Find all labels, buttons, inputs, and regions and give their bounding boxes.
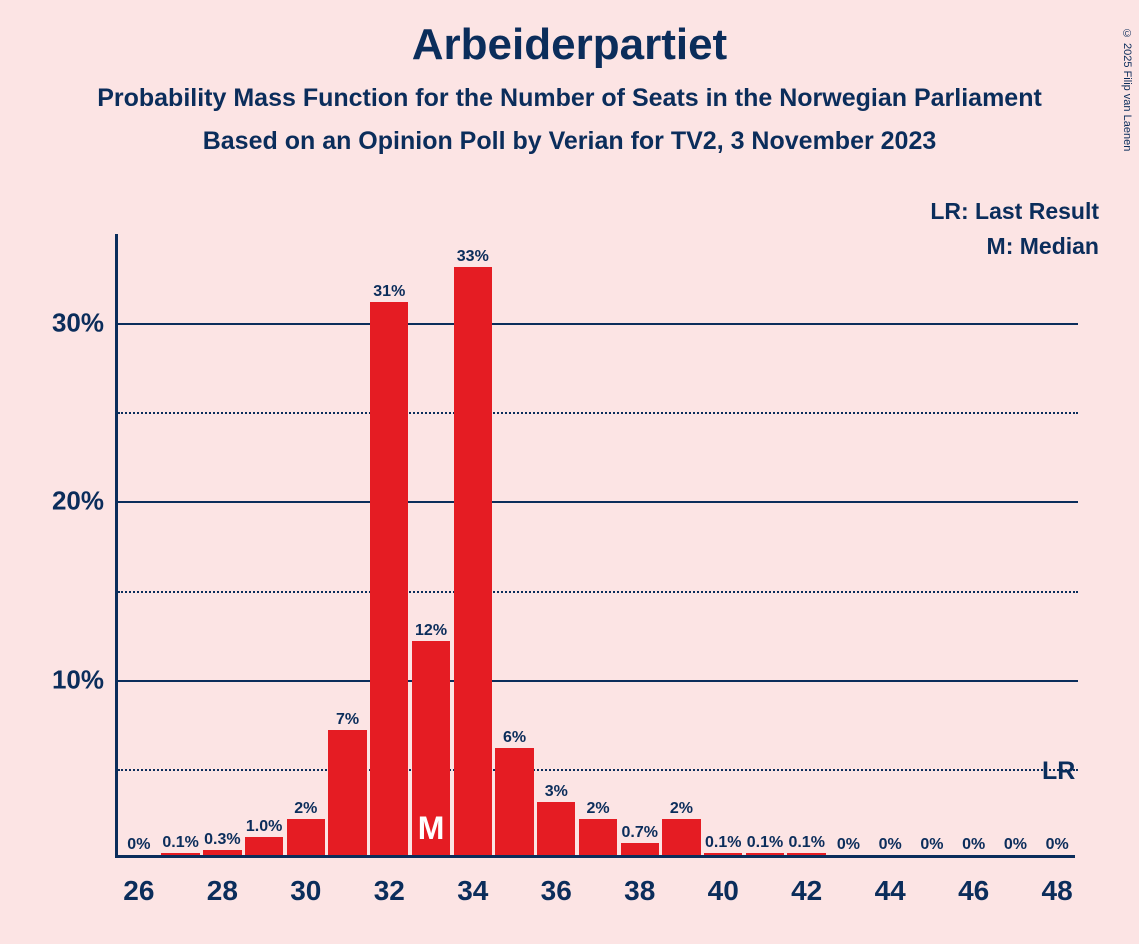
gridline-minor [118, 412, 1078, 414]
bar [370, 302, 408, 855]
bar-value-label: 0% [1004, 836, 1027, 854]
x-tick-label: 38 [624, 875, 655, 907]
x-tick-label: 48 [1042, 875, 1073, 907]
y-tick-label: 30% [52, 308, 104, 339]
bar-value-label: 12% [415, 622, 447, 640]
y-tick-label: 10% [52, 664, 104, 695]
bar-value-label: 0% [920, 836, 943, 854]
gridline-major [118, 323, 1078, 325]
x-tick-label: 28 [207, 875, 238, 907]
bar [245, 837, 283, 855]
bar-value-label: 1.0% [246, 818, 282, 836]
plot-area: 10%20%30%0%0.1%0.3%1.0%2%7%31%12%33%6%3%… [115, 234, 1075, 858]
bar-value-label: 0% [127, 836, 150, 854]
bar-value-label: 0.1% [705, 834, 741, 852]
gridline-minor [118, 591, 1078, 593]
legend-lr: LR: Last Result [930, 194, 1099, 229]
bar-value-label: 0% [962, 836, 985, 854]
bar [704, 853, 742, 855]
bar-value-label: 0.3% [204, 831, 240, 849]
bar [328, 730, 366, 855]
chart-subtitle-2: Based on an Opinion Poll by Verian for T… [0, 127, 1139, 156]
bar [287, 819, 325, 855]
bar [495, 748, 533, 855]
bar-value-label: 0.7% [622, 824, 658, 842]
gridline-minor [118, 769, 1078, 771]
bar [787, 853, 825, 855]
x-tick-label: 42 [791, 875, 822, 907]
x-tick-label: 26 [123, 875, 154, 907]
chart-subtitle-1: Probability Mass Function for the Number… [0, 84, 1139, 113]
bar-value-label: 0.1% [788, 834, 824, 852]
bar [621, 843, 659, 855]
x-tick-label: 32 [374, 875, 405, 907]
bar [537, 802, 575, 855]
bar-value-label: 2% [670, 800, 693, 818]
bar-value-label: 7% [336, 711, 359, 729]
bar-value-label: 0% [1046, 836, 1069, 854]
x-tick-label: 44 [875, 875, 906, 907]
x-tick-label: 36 [541, 875, 572, 907]
copyright-text: © 2025 Filip van Laenen [1121, 28, 1133, 151]
chart-container: LR: Last Result M: Median 10%20%30%0%0.1… [115, 234, 1099, 858]
y-tick-label: 20% [52, 486, 104, 517]
x-tick-label: 34 [457, 875, 488, 907]
lr-marker: LR [1042, 757, 1075, 786]
bar-value-label: 31% [373, 283, 405, 301]
bar-value-label: 2% [294, 800, 317, 818]
bar-value-label: 2% [586, 800, 609, 818]
bar-value-label: 0% [837, 836, 860, 854]
x-tick-label: 46 [958, 875, 989, 907]
bar-value-label: 0.1% [162, 834, 198, 852]
bar [454, 267, 492, 855]
bar-value-label: 0.1% [747, 834, 783, 852]
x-tick-label: 40 [708, 875, 739, 907]
bar-value-label: 0% [879, 836, 902, 854]
bar [579, 819, 617, 855]
gridline-major [118, 680, 1078, 682]
chart-title: Arbeiderpartiet [0, 20, 1139, 70]
bar [746, 853, 784, 855]
bar [662, 819, 700, 855]
gridline-major [118, 501, 1078, 503]
bar-value-label: 3% [545, 783, 568, 801]
bar [161, 853, 199, 855]
bar [203, 850, 241, 855]
bar-value-label: 33% [457, 248, 489, 266]
x-tick-label: 30 [290, 875, 321, 907]
median-marker: M [418, 810, 445, 847]
bar-value-label: 6% [503, 729, 526, 747]
